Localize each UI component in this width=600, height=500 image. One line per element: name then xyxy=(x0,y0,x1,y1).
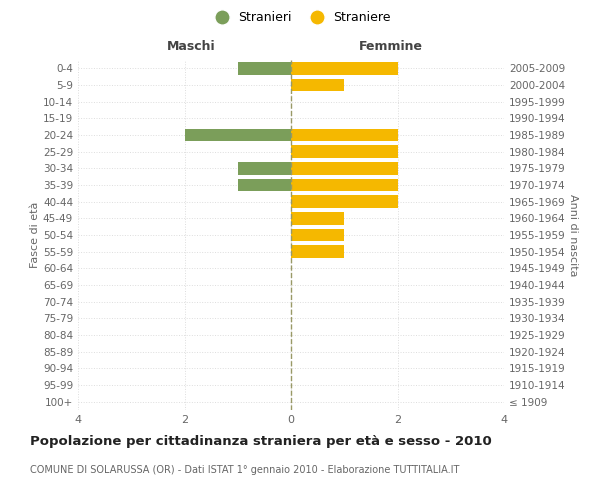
Text: COMUNE DI SOLARUSSA (OR) - Dati ISTAT 1° gennaio 2010 - Elaborazione TUTTITALIA.: COMUNE DI SOLARUSSA (OR) - Dati ISTAT 1°… xyxy=(30,465,460,475)
Bar xyxy=(238,179,291,191)
Text: Maschi: Maschi xyxy=(167,40,215,53)
Text: Popolazione per cittadinanza straniera per età e sesso - 2010: Popolazione per cittadinanza straniera p… xyxy=(30,435,492,448)
Y-axis label: Anni di nascita: Anni di nascita xyxy=(568,194,578,276)
Bar xyxy=(291,212,344,224)
Bar xyxy=(291,229,344,241)
Bar xyxy=(291,78,344,91)
Text: Femmine: Femmine xyxy=(359,40,423,53)
Bar xyxy=(185,128,291,141)
Bar xyxy=(291,146,398,158)
Bar xyxy=(291,179,398,191)
Bar xyxy=(291,162,398,174)
Bar xyxy=(291,246,344,258)
Bar xyxy=(238,162,291,174)
Y-axis label: Fasce di età: Fasce di età xyxy=(30,202,40,268)
Bar xyxy=(238,62,291,74)
Bar xyxy=(291,128,398,141)
Bar xyxy=(291,62,398,74)
Legend: Stranieri, Straniere: Stranieri, Straniere xyxy=(205,6,395,29)
Bar xyxy=(291,196,398,208)
